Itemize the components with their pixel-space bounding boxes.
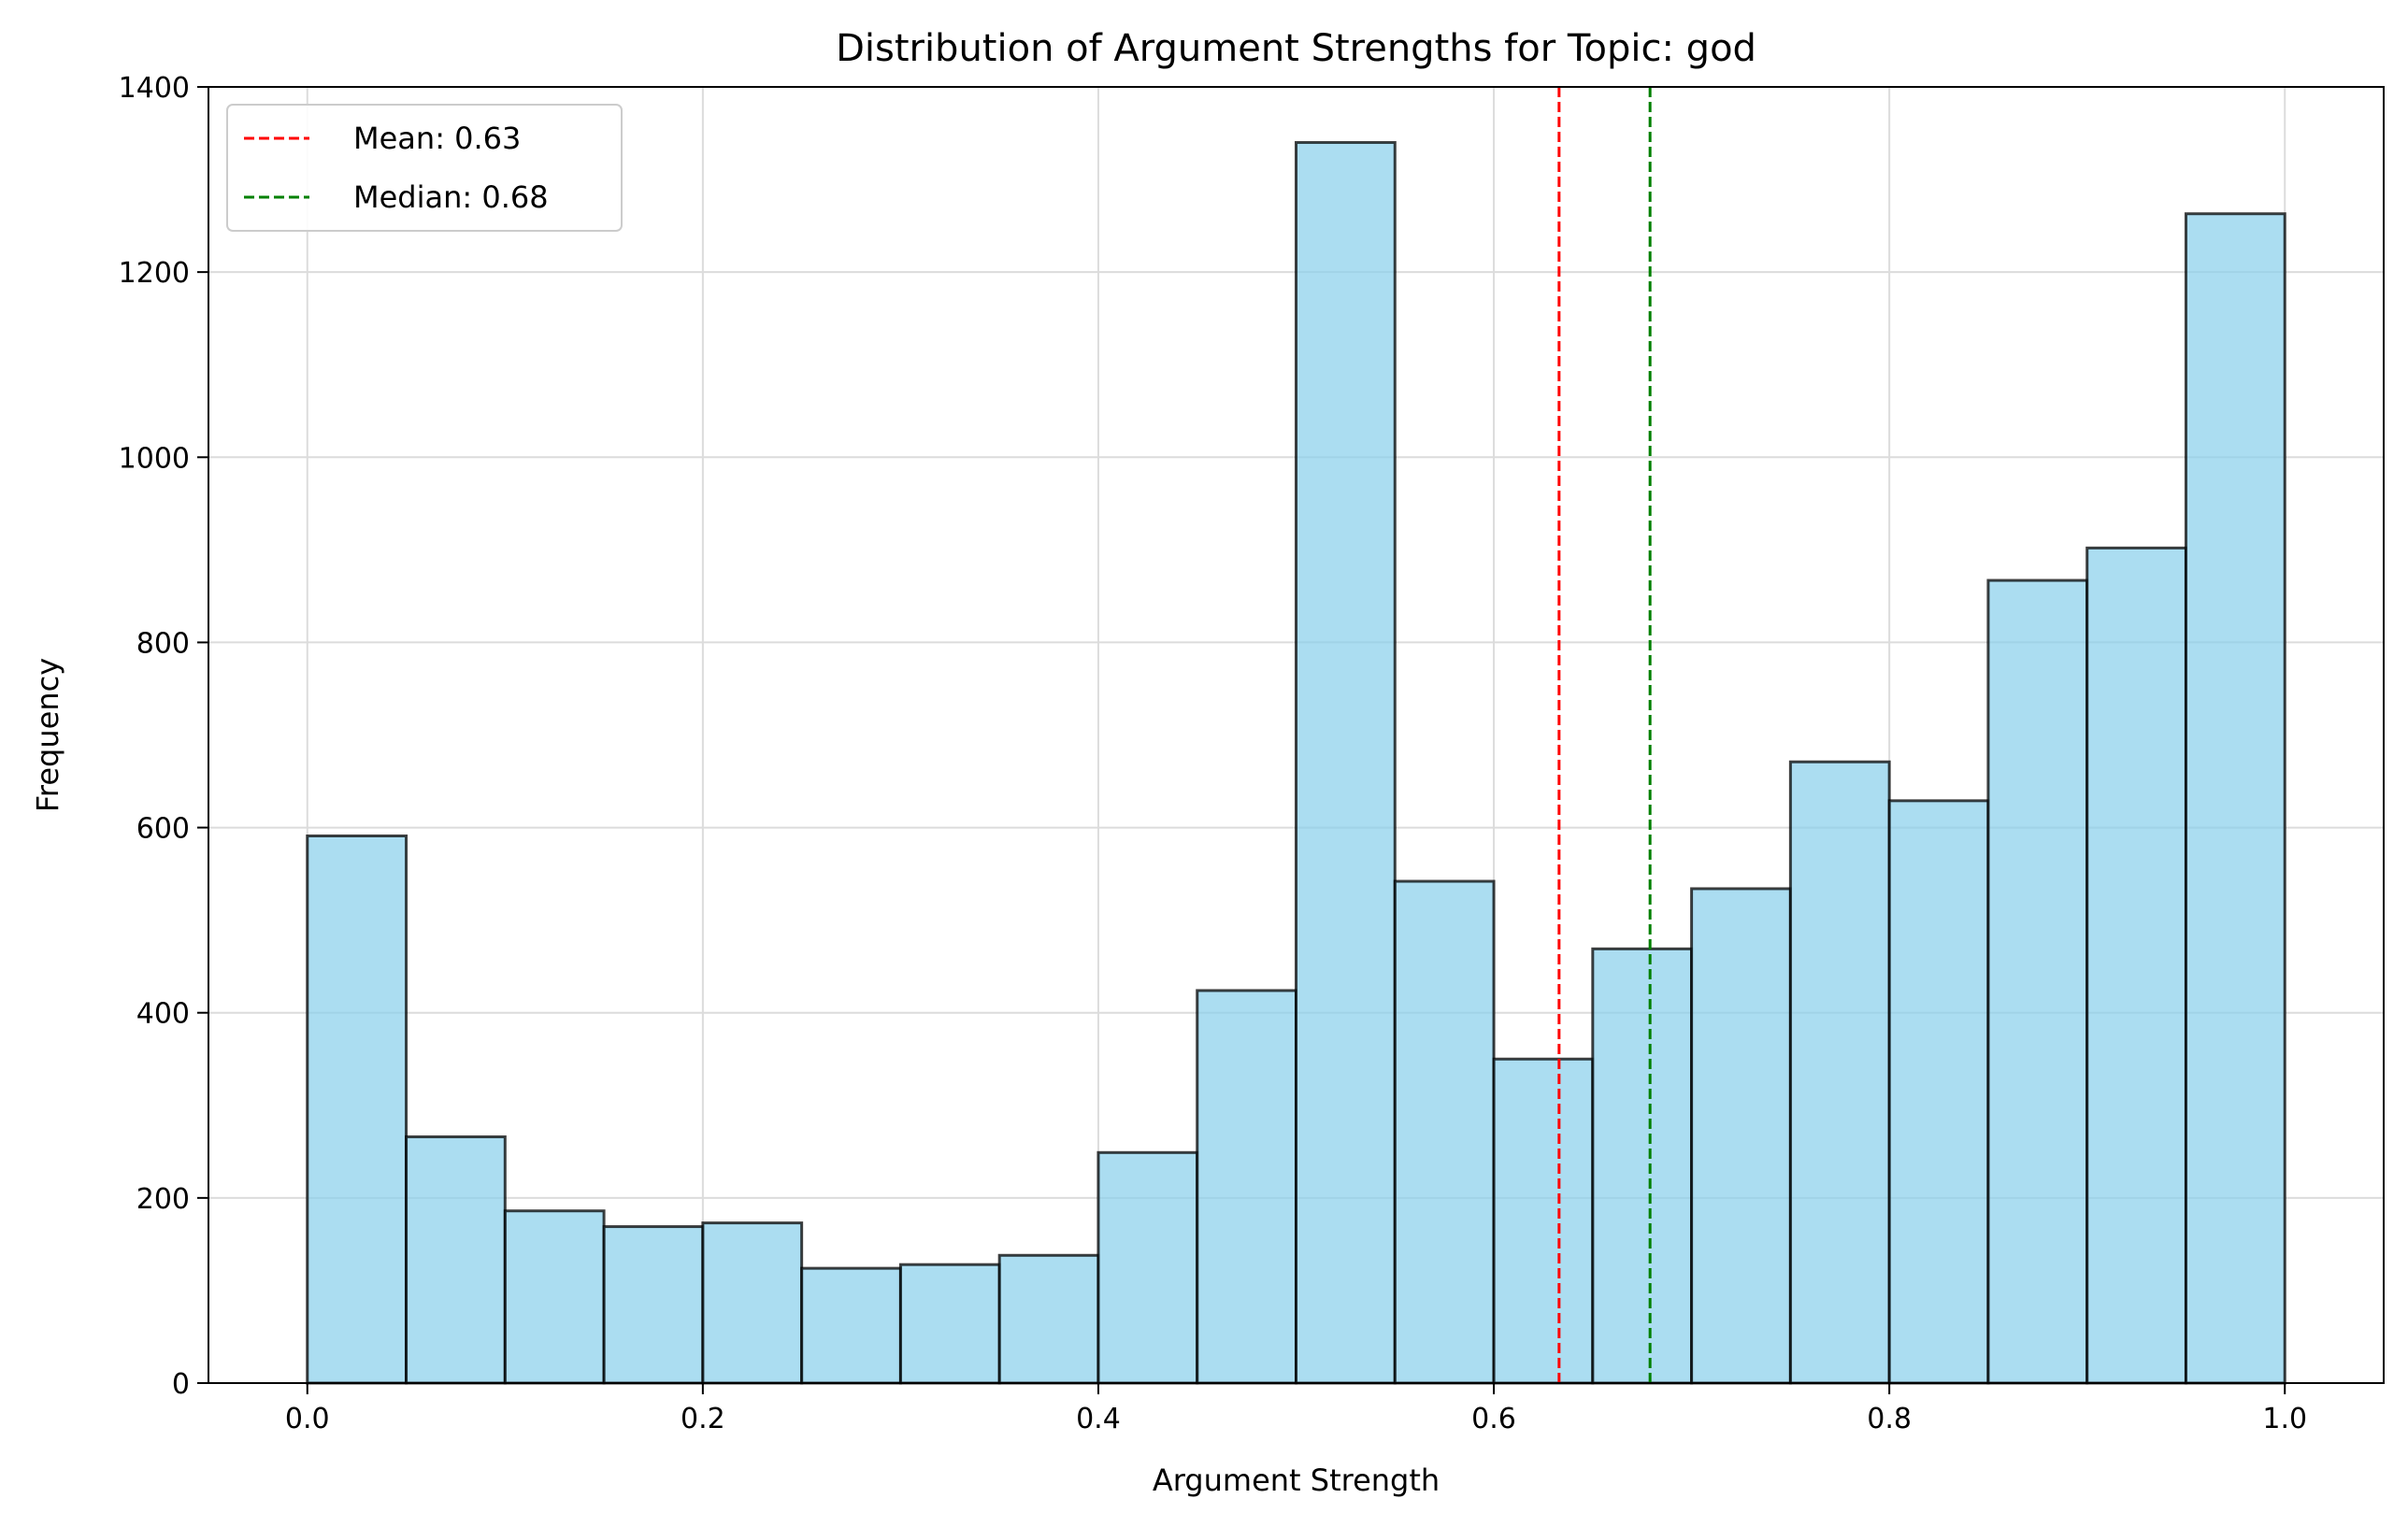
histogram-bar [505,1211,604,1383]
x-axis-title: Argument Strength [1153,1463,1440,1498]
histogram-bar [1692,889,1791,1383]
x-tick-label: 0.4 [1076,1403,1121,1435]
histogram-bar [900,1264,999,1383]
histogram-bar [308,835,407,1383]
x-tick-label: 0.2 [681,1403,725,1435]
y-tick-label: 400 [136,998,190,1031]
y-tick-label: 1400 [119,72,190,105]
legend-label: Mean: 0.63 [353,121,521,156]
y-tick-label: 1200 [119,257,190,290]
histogram-bar [999,1255,1098,1383]
y-tick-label: 1000 [119,442,190,475]
histogram-bar [2087,548,2186,1383]
legend-label: Median: 0.68 [353,179,549,215]
y-tick-label: 200 [136,1183,190,1216]
histogram-bar [1297,142,1396,1383]
histogram-bar [1197,991,1297,1383]
histogram-bar [703,1223,802,1383]
histogram-bar [1593,949,1692,1383]
y-axis-title: Frequency [30,658,65,812]
histogram-bar [604,1227,703,1383]
histogram-bar [1790,762,1889,1383]
histogram-bar [1098,1152,1197,1383]
y-tick-label: 0 [172,1368,190,1401]
x-tick-label: 0.0 [285,1403,330,1435]
histogram-bar [407,1136,506,1383]
histogram-bar [1494,1059,1593,1383]
histogram-bar [2186,214,2285,1383]
x-tick-label: 1.0 [2262,1403,2307,1435]
histogram-bar [802,1268,901,1383]
x-tick-label: 0.6 [1471,1403,1516,1435]
histogram-bar [1889,801,1988,1383]
histogram-bar [1395,881,1494,1383]
x-tick-label: 0.8 [1867,1403,1912,1435]
histogram-bar [1988,580,2087,1383]
legend: Mean: 0.63 Median: 0.68 [227,105,622,231]
y-tick-label: 800 [136,627,190,660]
chart-title: Distribution of Argument Strengths for T… [836,27,1756,70]
y-tick-label: 600 [136,813,190,846]
